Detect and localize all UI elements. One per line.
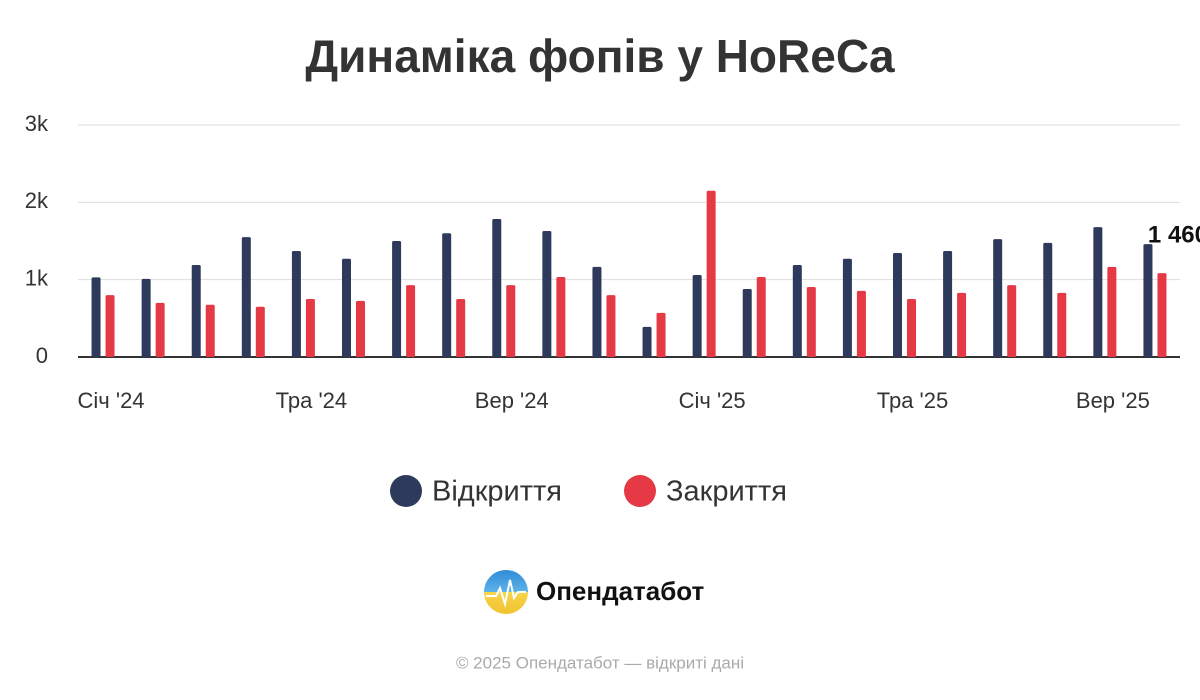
bar [806,287,816,357]
bar [305,299,315,357]
legend-swatch [390,475,422,507]
bar [291,251,301,357]
bar [392,241,402,357]
bar [756,276,766,357]
x-tick-label: Січ '24 [78,388,145,413]
bar [1093,227,1103,357]
x-tick-label: Вер '25 [1076,388,1150,413]
bar [91,277,101,357]
legend-label: Відкриття [432,476,562,508]
bar [255,306,265,357]
chart-title: Динаміка фопів у HoReCa [305,30,895,82]
bar [406,285,416,357]
bar [993,239,1003,357]
data-label: 1 460 [1148,221,1200,248]
bar [792,264,802,357]
bar [907,299,916,357]
bar [606,295,616,357]
logo [484,570,528,614]
bar [1157,273,1167,357]
y-tick-label: 2k [25,188,49,213]
bar [1107,266,1117,357]
legend-label: Закриття [666,476,787,508]
bar [456,299,466,357]
bar [356,300,365,357]
bar [943,251,953,357]
bar [191,264,201,357]
legend-swatch [624,475,656,507]
bar [742,288,752,357]
bar [105,295,115,357]
bar [592,266,602,357]
bar [706,190,716,357]
bar [542,230,552,357]
bar [893,252,902,357]
logo-text: Опендатабот [536,576,705,606]
bar [155,302,165,357]
bar [1143,244,1153,357]
y-tick-label: 1k [25,265,49,290]
bar [205,304,215,357]
bar [342,258,351,357]
x-tick-label: Тра '24 [276,388,347,413]
bar [442,233,452,357]
bar [492,218,502,357]
bar [642,326,652,357]
bar [856,290,866,357]
y-tick-label: 0 [36,343,48,368]
x-tick-label: Січ '25 [679,388,746,413]
bar [1057,292,1067,357]
bar [1007,285,1017,357]
bar [656,312,666,357]
bar [692,275,702,357]
bar [957,292,967,357]
footer: © 2025 Опендатабот — відкриті дані [456,653,744,672]
bar [1043,242,1053,357]
bar [241,237,251,357]
bar [842,258,852,357]
bar [556,276,566,357]
x-tick-label: Вер '24 [475,388,549,413]
x-tick-label: Тра '25 [877,388,948,413]
y-tick-label: 3k [25,111,49,136]
bar [141,278,151,357]
bar [506,285,516,357]
